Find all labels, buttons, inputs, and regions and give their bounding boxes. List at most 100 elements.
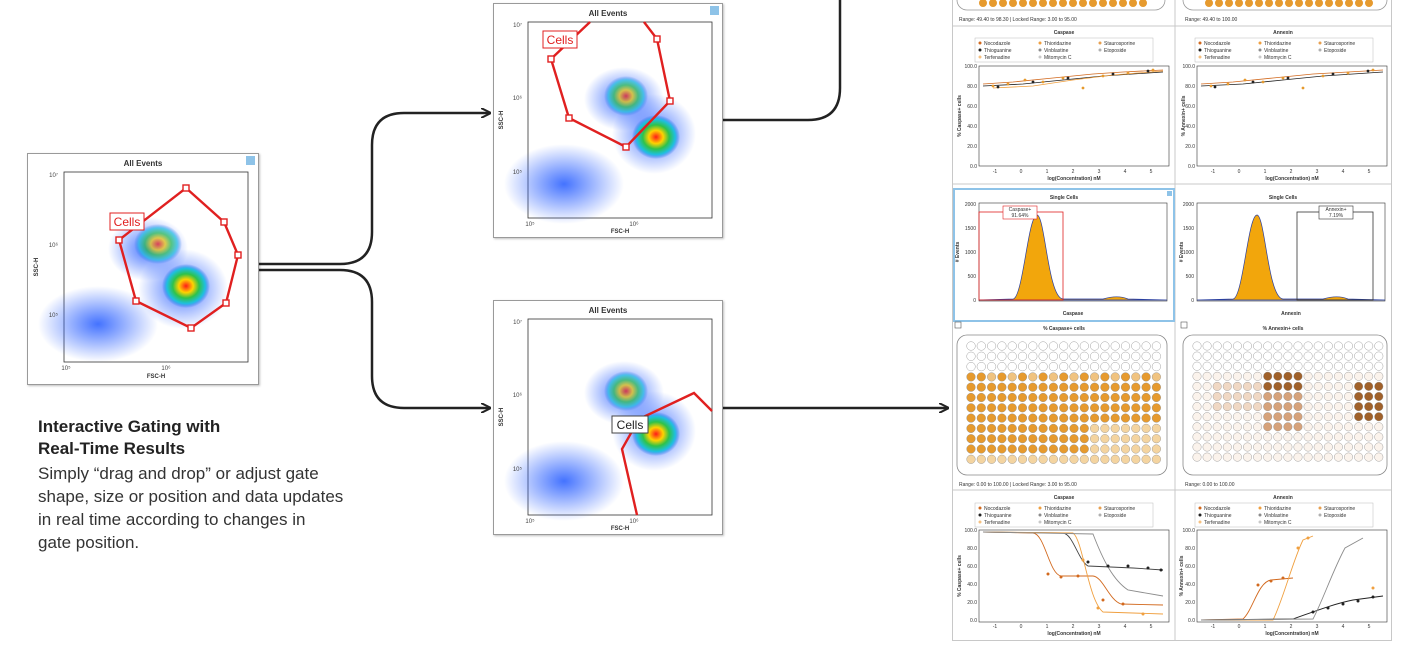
plate-well[interactable] (1212, 381, 1222, 391)
plate-well[interactable] (1069, 392, 1079, 403)
plate-well[interactable] (1202, 432, 1212, 442)
plate-well[interactable] (1364, 432, 1374, 442)
plate-well[interactable] (1374, 351, 1384, 361)
plate-well[interactable] (1038, 351, 1048, 361)
resize-handle-icon[interactable] (710, 6, 719, 15)
plate-well[interactable] (1333, 432, 1343, 442)
plate-well[interactable] (976, 382, 986, 392)
plate-well[interactable] (1323, 381, 1333, 391)
plate-well[interactable] (1192, 341, 1202, 351)
plate-well[interactable] (1293, 452, 1303, 462)
plate-well[interactable] (1344, 361, 1353, 371)
gate-polygon[interactable] (115, 184, 242, 332)
plate-well[interactable] (1212, 452, 1222, 462)
plate-well[interactable] (1038, 444, 1048, 454)
plate-well[interactable] (1192, 371, 1202, 381)
plate-well[interactable] (966, 392, 976, 403)
plate-well[interactable] (1028, 434, 1038, 444)
plate-well[interactable] (1069, 444, 1079, 454)
plate-well[interactable] (1017, 454, 1028, 464)
plate-well[interactable] (1131, 423, 1141, 433)
plate-well[interactable] (966, 403, 976, 413)
dose-response-top-left[interactable]: Caspase Nocodazole Thioridazine Staurosp… (957, 30, 1170, 182)
plate-well[interactable] (1364, 371, 1374, 381)
plate-well[interactable] (1048, 372, 1058, 382)
plate-well[interactable] (1110, 454, 1120, 464)
plate-well[interactable] (1048, 403, 1058, 413)
plate-well[interactable] (1354, 422, 1364, 432)
plate-well[interactable] (1263, 392, 1273, 401)
plate-well[interactable] (1364, 392, 1374, 401)
plate-well[interactable] (1303, 422, 1313, 432)
plate-well[interactable] (987, 423, 997, 433)
plate-well[interactable] (1028, 382, 1038, 392)
plate-well[interactable] (1141, 403, 1151, 413)
plate-well[interactable] (1374, 381, 1384, 391)
plate-well[interactable] (1120, 434, 1131, 444)
plate-well[interactable] (1323, 412, 1333, 422)
plate-well[interactable] (1344, 452, 1353, 462)
plate-well[interactable] (987, 413, 997, 423)
plate-well[interactable] (1202, 402, 1212, 412)
plate-well[interactable] (1110, 362, 1120, 372)
plate-well[interactable] (1222, 432, 1232, 442)
plate-well[interactable] (1273, 381, 1283, 391)
plate-well[interactable] (1048, 382, 1058, 392)
plate-well[interactable] (1028, 341, 1038, 351)
plate-well[interactable] (1374, 432, 1384, 442)
plate-well[interactable] (1323, 402, 1333, 412)
plate-well[interactable] (1263, 381, 1273, 391)
plate-well[interactable] (1038, 454, 1048, 464)
plate-well[interactable] (1048, 351, 1058, 361)
plate-well[interactable] (1283, 412, 1293, 422)
plate-well[interactable] (1141, 434, 1151, 444)
plate-well[interactable] (1364, 412, 1374, 422)
plate-well[interactable] (1273, 392, 1283, 401)
scatter-panel-left[interactable]: All Events Cells 10⁷ 10⁶ 10⁵ 10⁵ 10⁶ (27, 153, 259, 385)
plate-well[interactable] (966, 362, 976, 372)
scatter-panel-middle-bottom[interactable]: All Events Cells 10⁷ 10⁶ 10⁵ 10⁵ 10⁶ FSC… (493, 300, 723, 535)
plate-well[interactable] (1017, 423, 1028, 433)
plate-well[interactable] (997, 341, 1007, 351)
plate-well[interactable] (1090, 423, 1100, 433)
plate-well[interactable] (1374, 392, 1384, 401)
plate-well[interactable] (1243, 351, 1252, 361)
plate-well[interactable] (1253, 432, 1263, 442)
plate-well[interactable] (1232, 361, 1242, 371)
plate-well[interactable] (1069, 372, 1079, 382)
plate-well[interactable] (1048, 341, 1058, 351)
plate-well[interactable] (1151, 351, 1161, 361)
plate-well[interactable] (1283, 432, 1293, 442)
plate-well[interactable] (1323, 452, 1333, 462)
plate-well[interactable] (1273, 412, 1283, 422)
plate-well[interactable] (1007, 434, 1017, 444)
plate-well[interactable] (1059, 351, 1069, 361)
plate-well[interactable] (1323, 392, 1333, 401)
plate-well[interactable] (1028, 423, 1038, 433)
plate-well[interactable] (1253, 442, 1263, 452)
plate-well[interactable] (1333, 412, 1343, 422)
plate-well[interactable] (1283, 392, 1293, 401)
plate-well[interactable] (1028, 372, 1038, 382)
plate-well[interactable] (1090, 362, 1100, 372)
plate-well[interactable] (976, 434, 986, 444)
plate-well[interactable] (1100, 382, 1110, 392)
plate-well[interactable] (1333, 442, 1343, 452)
plate-well[interactable] (987, 444, 997, 454)
gate-label-box[interactable]: Cells (542, 30, 578, 49)
plate-well[interactable] (1028, 403, 1038, 413)
plate-well[interactable] (1253, 412, 1263, 422)
plate-well[interactable] (1243, 402, 1252, 412)
plate-well[interactable] (1293, 392, 1303, 401)
plate-well[interactable] (1212, 351, 1222, 361)
plate-well[interactable] (1333, 341, 1343, 351)
plate-well[interactable] (1038, 413, 1048, 423)
plate-well[interactable] (1079, 423, 1089, 433)
plate-well[interactable] (1059, 382, 1069, 392)
plate-well[interactable] (1222, 341, 1232, 351)
plate-well[interactable] (1141, 454, 1151, 464)
plate-well[interactable] (1192, 361, 1202, 371)
plate-well[interactable] (1323, 422, 1333, 432)
plate-well[interactable] (1344, 341, 1353, 351)
plate-well[interactable] (1333, 392, 1343, 401)
